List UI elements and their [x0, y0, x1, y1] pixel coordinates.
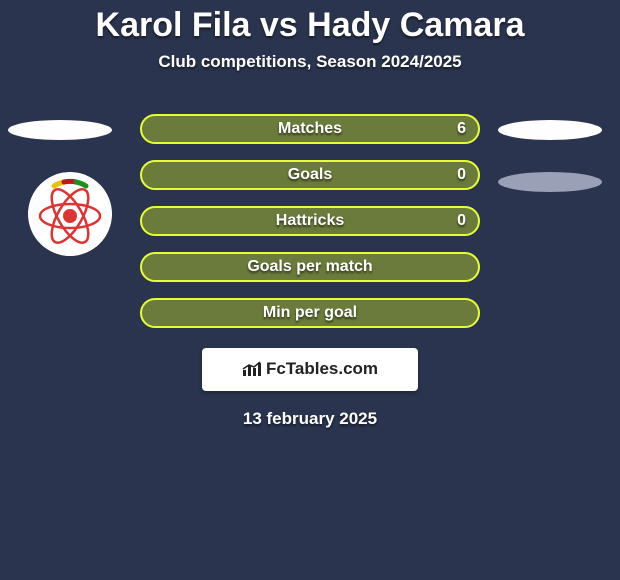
stat-label: Min per goal: [263, 304, 357, 322]
stat-label: Hattricks: [276, 212, 344, 230]
stat-value: 0: [457, 166, 466, 184]
stat-row-min-per-goal: Min per goal: [140, 298, 480, 328]
stat-value: 0: [457, 212, 466, 230]
stat-label: Goals per match: [247, 258, 372, 276]
club-logo-left: [28, 172, 112, 256]
watermark: FcTables.com: [202, 348, 418, 391]
club-logo-svg: [28, 172, 112, 256]
stat-row-hattricks: Hattricks 0: [140, 206, 480, 236]
stat-row-goals: Goals 0: [140, 160, 480, 190]
player-left-club-badge: [28, 172, 112, 256]
stat-value: 6: [457, 120, 466, 138]
stat-label: Matches: [278, 120, 342, 138]
decor-ellipse-left: [8, 120, 112, 140]
decor-ellipse-right-top: [498, 120, 602, 140]
page-subtitle: Club competitions, Season 2024/2025: [0, 52, 620, 72]
bar-chart-icon: [242, 361, 262, 377]
stat-label: Goals: [288, 166, 332, 184]
footer-date: 13 february 2025: [0, 409, 620, 429]
stat-row-matches: Matches 6: [140, 114, 480, 144]
stat-row-goals-per-match: Goals per match: [140, 252, 480, 282]
decor-ellipse-right-bottom: [498, 172, 602, 192]
comparison-area: Matches 6 Goals 0 Hattricks 0 Goals per match M…: [0, 114, 620, 328]
watermark-text: FcTables.com: [266, 359, 378, 379]
page-title: Karol Fila vs Hady Camara: [0, 8, 620, 44]
